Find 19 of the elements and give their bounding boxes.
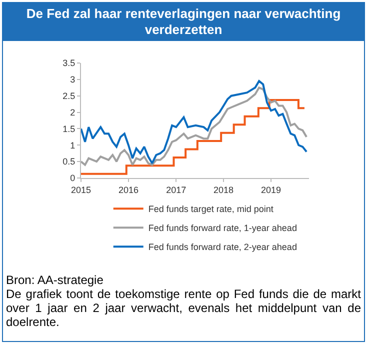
y-tick-label: 3.5: [62, 58, 76, 68]
y-tick-label: 0: [70, 173, 76, 184]
legend-label: Fed funds target rate, mid point: [148, 204, 274, 214]
x-tick-label: 2015: [70, 184, 92, 195]
text: Bron: AA-strategie: [6, 273, 104, 287]
x-tick-label: 2017: [166, 184, 186, 195]
x-tick-label: 2018: [214, 184, 234, 195]
x-tick-label: 2019: [261, 184, 282, 195]
legend-label: Fed funds forward rate, 2-year ahead: [148, 242, 297, 252]
legend-label: Fed funds forward rate, 1-year ahead: [148, 223, 297, 234]
y-tick-label: 2: [70, 107, 76, 118]
y-tick-label: 2.5: [62, 91, 76, 102]
y-tick-label: 1: [70, 140, 76, 150]
y-tick-label: 0.5: [62, 156, 76, 167]
chart-title: De Fed zal haar renteverlagingen naar verwachting verderzetten: [3, 3, 364, 41]
y-tick-label: 3: [70, 74, 76, 85]
y-tick-label: 1.5: [62, 124, 76, 134]
x-tick-label: 2016: [118, 184, 138, 195]
text: De grafiek toont de toekomstige rente op Fed funds die de markt over 1 jaar en 2 jaar verwacht, evenals het middelpunt van de doelrente.: [6, 287, 361, 329]
